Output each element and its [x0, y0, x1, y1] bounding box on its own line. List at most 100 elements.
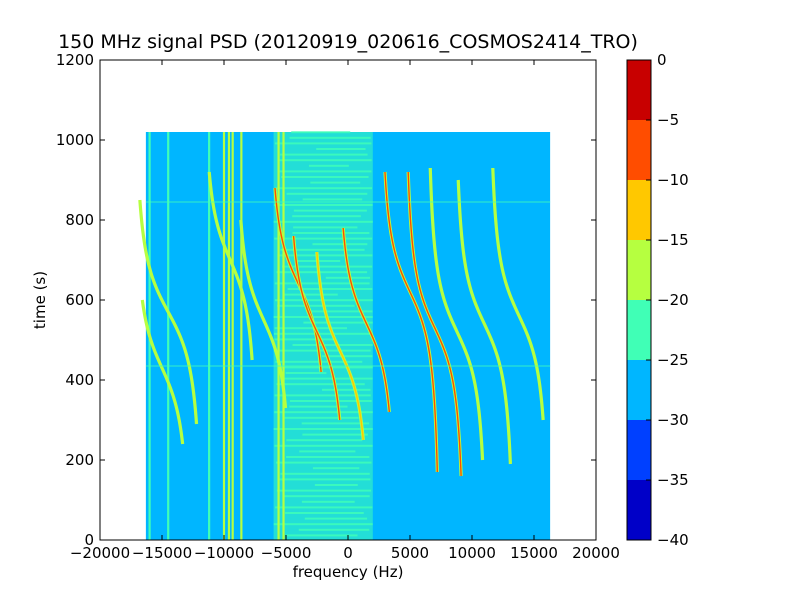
noise-speckle — [289, 136, 371, 139]
noise-speckle — [286, 192, 368, 195]
noise-speckle — [274, 142, 372, 145]
noise-speckle — [303, 321, 373, 324]
colorbar-tick-label: −10 — [657, 171, 689, 189]
noise-speckle — [283, 293, 338, 296]
colorbar — [627, 60, 651, 540]
noise-speckle — [276, 271, 368, 274]
colorbar-level — [627, 120, 651, 180]
doppler-trace — [292, 235, 341, 421]
colorbar-level — [627, 480, 651, 540]
noise-speckle — [284, 416, 359, 419]
x-tick-label: 20000 — [572, 544, 620, 562]
colorbar-axis: 0 −5 −10 −15 −20 −25 −30 −35 −40 — [646, 51, 689, 549]
noise-speckle — [286, 439, 363, 442]
noise-speckle — [298, 528, 370, 531]
x-tick-label: 5000 — [391, 544, 429, 562]
x-axis: −20000 −15000 −10000 −5000 0 5000 10000 15000 20… — [70, 60, 620, 562]
colorbar-tick-label: −15 — [657, 231, 689, 249]
noise-speckle — [292, 344, 373, 346]
noise-speckle — [273, 220, 373, 223]
noise-speckle — [284, 495, 370, 498]
colorbar-level — [627, 60, 651, 120]
y-axis: 0 200 400 600 800 1000 1200 — [56, 51, 596, 549]
noise-speckle — [280, 377, 373, 380]
noise-speckle — [308, 164, 349, 167]
noise-speckle — [293, 226, 358, 229]
noise-speckle — [292, 215, 361, 218]
noise-speckle — [285, 512, 364, 514]
colorbar-level — [627, 420, 651, 480]
noise-speckle — [273, 349, 371, 352]
noise-speckle — [274, 282, 370, 285]
x-tick-label: −15000 — [132, 544, 192, 562]
noise-speckle — [274, 327, 348, 330]
y-tick-label: 0 — [84, 531, 94, 549]
noise-speckle — [301, 500, 355, 503]
noise-speckle — [281, 265, 373, 268]
noise-speckle — [281, 176, 369, 178]
colorbar-tick-label: 0 — [657, 51, 667, 69]
colorbar-tick-label: −25 — [657, 351, 689, 369]
noise-speckle — [304, 517, 368, 520]
noise-speckle — [274, 411, 373, 414]
x-tick-label: 10000 — [448, 544, 496, 562]
noise-speckle — [273, 204, 373, 206]
noise-speckle — [275, 187, 373, 190]
doppler-trace — [240, 219, 287, 409]
noise-speckle — [285, 372, 327, 374]
noise-speckle — [274, 237, 373, 240]
colorbar-level — [627, 300, 651, 360]
y-tick-label: 1200 — [56, 51, 94, 69]
noise-speckle — [293, 209, 367, 212]
y-tick-label: 200 — [65, 451, 94, 469]
doppler-trace — [274, 187, 322, 373]
noise-speckle — [275, 461, 372, 464]
noise-speckle — [302, 433, 368, 436]
noise-speckle — [276, 383, 365, 386]
noise-speckle — [286, 534, 358, 537]
noise-speckle — [292, 232, 370, 234]
noise-speckle — [321, 388, 371, 391]
noise-speckle — [280, 472, 370, 475]
doppler-trace — [457, 179, 512, 465]
noise-speckle — [291, 131, 351, 134]
colorbar-tick-label: −5 — [657, 111, 679, 129]
doppler-trace — [141, 299, 184, 445]
noise-speckle — [274, 394, 371, 397]
y-axis-label: time (s) — [31, 271, 49, 329]
doppler-trace — [384, 171, 439, 473]
y-tick-label: 1000 — [56, 131, 94, 149]
doppler-trace — [208, 171, 253, 361]
noise-speckle — [279, 366, 373, 369]
x-tick-label: −5000 — [261, 544, 312, 562]
doppler-trace — [139, 199, 198, 425]
noise-speckle — [273, 428, 373, 430]
noise-speckle — [299, 450, 356, 453]
x-tick-label: 0 — [343, 544, 353, 562]
noise-speckle — [276, 489, 372, 492]
noise-speckle — [301, 422, 370, 425]
noise-speckle — [325, 276, 371, 279]
x-tick-label: −20000 — [70, 544, 130, 562]
noise-speckle — [310, 181, 361, 184]
spectrogram-heatmap — [138, 131, 551, 540]
x-axis-label: frequency (Hz) — [293, 563, 404, 581]
noise-speckle — [278, 170, 372, 173]
noise-speckle — [275, 506, 373, 509]
doppler-trace — [492, 167, 544, 421]
noise-speckle — [286, 456, 370, 458]
noise-speckle — [274, 338, 335, 341]
colorbar-tick-label: −30 — [657, 411, 689, 429]
noise-speckle — [278, 159, 372, 162]
noise-speckle — [289, 400, 372, 402]
noise-speckle — [289, 405, 348, 408]
doppler-trace — [429, 167, 484, 461]
noise-speckle — [277, 304, 355, 307]
noise-speckle — [312, 243, 368, 246]
noise-speckle — [274, 444, 373, 447]
y-tick-label: 600 — [65, 291, 94, 309]
doppler-trace — [342, 227, 391, 413]
noise-speckle — [314, 484, 358, 486]
noise-speckle — [302, 198, 363, 201]
